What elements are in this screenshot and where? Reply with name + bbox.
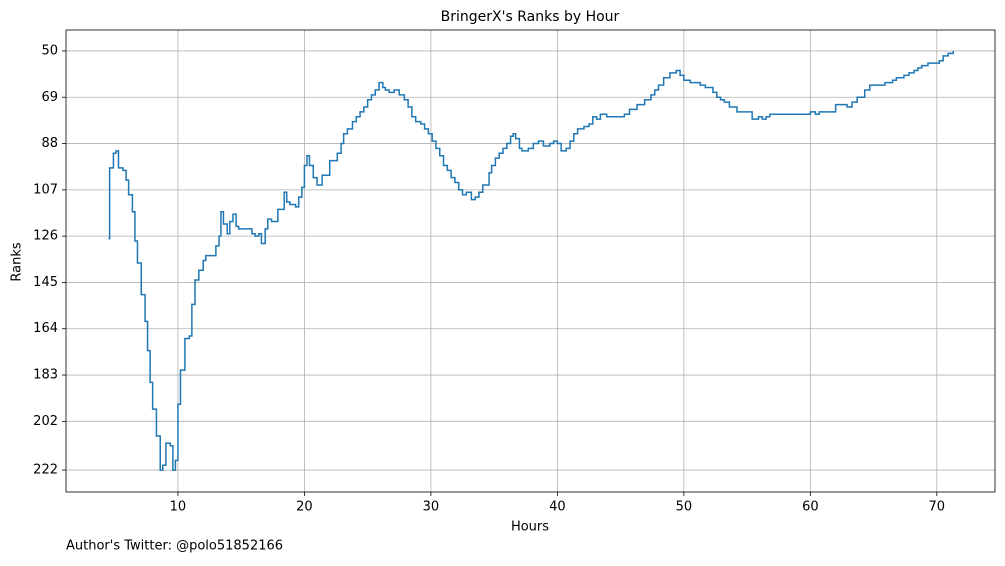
x-tick-label: 10 — [170, 500, 187, 515]
y-tick-label: 145 — [33, 275, 58, 290]
y-tick-label: 50 — [41, 43, 58, 58]
y-axis-label: Ranks — [10, 242, 25, 281]
plot-frame — [65, 29, 996, 493]
x-tick-label: 20 — [296, 500, 313, 515]
x-tick-label: 40 — [549, 500, 566, 515]
y-tick-label: 202 — [33, 414, 58, 429]
y-tick-label: 88 — [41, 136, 58, 151]
x-tick-label: 60 — [802, 500, 819, 515]
y-tick-label: 107 — [33, 182, 58, 197]
x-axis-label: Hours — [511, 520, 549, 535]
chart-title: BringerX's Ranks by Hour — [441, 9, 620, 25]
x-tick-label: 30 — [423, 500, 440, 515]
x-tick-label: 70 — [929, 500, 946, 515]
y-tick-label: 69 — [41, 90, 58, 105]
y-tick-label: 126 — [33, 229, 58, 244]
x-tick-label: 50 — [676, 500, 693, 515]
y-tick-label: 222 — [33, 463, 58, 478]
y-tick-label: 164 — [33, 321, 58, 336]
y-tick-label: 183 — [33, 368, 58, 383]
step-line — [108, 50, 955, 471]
footer: Author's Twitter: @polo51852166 — [66, 539, 283, 554]
